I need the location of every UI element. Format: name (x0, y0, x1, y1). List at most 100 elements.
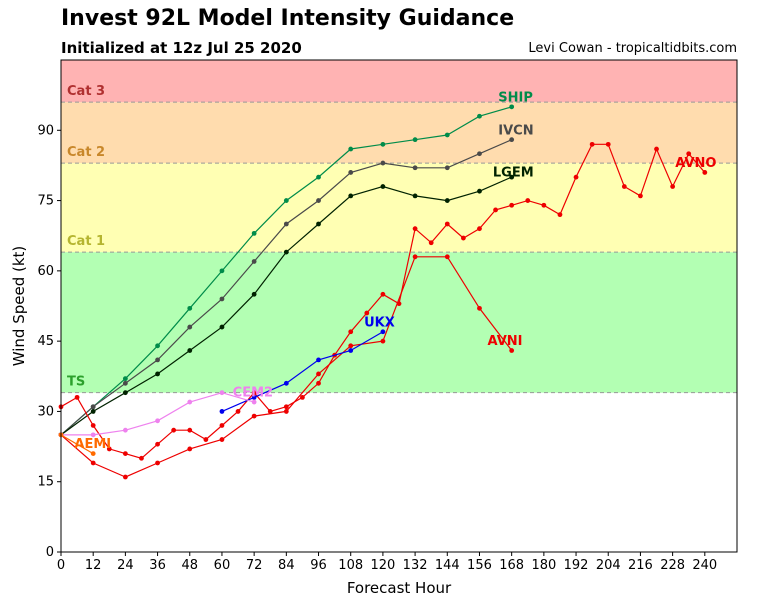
y-tick-label: 30 (37, 404, 54, 419)
point-ship (187, 305, 193, 311)
point-cem2 (155, 418, 160, 424)
chart-subtitle: Initialized at 12z Jul 25 2020 (61, 39, 302, 57)
point-avno (460, 235, 466, 241)
point-avno (621, 184, 627, 189)
point-avno (139, 455, 144, 461)
point-ship (155, 343, 160, 349)
point-cem2 (251, 399, 257, 405)
point-ship (444, 132, 450, 138)
x-axis-label: Forecast Hour (347, 579, 452, 597)
point-avno (235, 409, 241, 414)
point-avni (444, 254, 450, 260)
point-lgem (380, 184, 386, 189)
point-avni (316, 371, 321, 377)
point-ukx (316, 357, 321, 363)
point-lgem (251, 291, 257, 297)
x-tick-label: 96 (310, 558, 327, 573)
point-ivcn (251, 259, 257, 264)
point-avno (509, 202, 515, 208)
point-ukx (380, 329, 386, 335)
point-avno (654, 146, 659, 152)
y-tick-label: 45 (37, 334, 54, 349)
point-avni (90, 460, 96, 466)
point-lgem (122, 390, 128, 396)
point-ivcn (316, 198, 321, 203)
point-avno (122, 451, 128, 456)
point-ivcn (155, 357, 160, 363)
point-avni (348, 343, 354, 349)
band-cat-3 (61, 60, 737, 103)
point-cem2 (187, 399, 193, 405)
point-ukx (251, 394, 257, 400)
point-avno (187, 427, 193, 433)
x-tick-label: 156 (467, 558, 492, 573)
point-avno (605, 141, 611, 147)
series-label-avni: AVNI (488, 334, 523, 349)
point-ivcn (219, 296, 225, 302)
y-tick-label: 15 (37, 475, 54, 490)
point-ship (122, 376, 128, 382)
y-tick-label: 0 (46, 545, 54, 560)
point-lgem (348, 193, 354, 199)
point-avni (477, 305, 482, 311)
point-avno (670, 184, 676, 189)
point-avno (686, 151, 692, 157)
series-line-aemi (60, 434, 94, 455)
series-label-avno: AVNO (675, 156, 716, 171)
series-line-ukx (221, 331, 384, 412)
point-lgem (509, 174, 515, 180)
point-avno (171, 427, 177, 433)
point-avno (493, 207, 498, 213)
point-ivcn (444, 165, 450, 171)
x-tick-label: 228 (660, 558, 685, 573)
band-label-ts: TS (67, 375, 85, 390)
point-ivcn (283, 221, 289, 227)
point-ship (316, 174, 321, 180)
point-ukx (348, 348, 354, 353)
point-avno (267, 409, 273, 414)
x-tick-label: 180 (531, 558, 556, 573)
point-aemi (90, 451, 96, 456)
point-avni (219, 437, 225, 442)
point-avno (364, 310, 370, 316)
point-ship (380, 141, 386, 147)
point-avno (106, 446, 112, 452)
point-avno (477, 226, 482, 232)
band-label-cat-1: Cat 1 (67, 234, 105, 249)
series-lines (58, 104, 708, 480)
x-tick-label: 132 (403, 558, 428, 573)
point-ivcn (348, 170, 354, 175)
band-label-cat-3: Cat 3 (67, 84, 105, 99)
point-lgem (90, 409, 96, 414)
point-avno (380, 291, 386, 297)
point-ship (283, 198, 289, 203)
y-tick-label: 60 (37, 264, 54, 279)
band-cat-2 (61, 102, 737, 164)
series-label-ship: SHIP (498, 90, 533, 105)
point-avno (589, 141, 595, 147)
point-avno (638, 193, 643, 199)
x-tick-label: 240 (692, 558, 717, 573)
point-avno (541, 202, 547, 208)
x-tick-label: 48 (181, 558, 198, 573)
point-ship (477, 113, 482, 119)
chart-credit: Levi Cowan - tropicaltidbits.com (528, 41, 737, 56)
category-bands: TS Cat 1 Cat 2 Cat 3 (61, 60, 737, 394)
point-ship (509, 104, 515, 110)
x-tick-label: 168 (499, 558, 524, 573)
point-lgem (219, 324, 225, 330)
point-avno (348, 329, 354, 335)
point-avno (428, 240, 434, 246)
x-tick-label: 120 (370, 558, 395, 573)
point-avni (251, 413, 257, 419)
point-avno (702, 170, 708, 175)
series-label-lgem: LGEM (493, 165, 534, 180)
plot-frame (60, 59, 738, 553)
point-ship (412, 137, 418, 143)
x-tick-label: 12 (85, 558, 102, 573)
point-avni (155, 460, 160, 466)
point-avno (74, 394, 80, 400)
point-avno (300, 394, 305, 400)
band-ts (61, 252, 737, 393)
